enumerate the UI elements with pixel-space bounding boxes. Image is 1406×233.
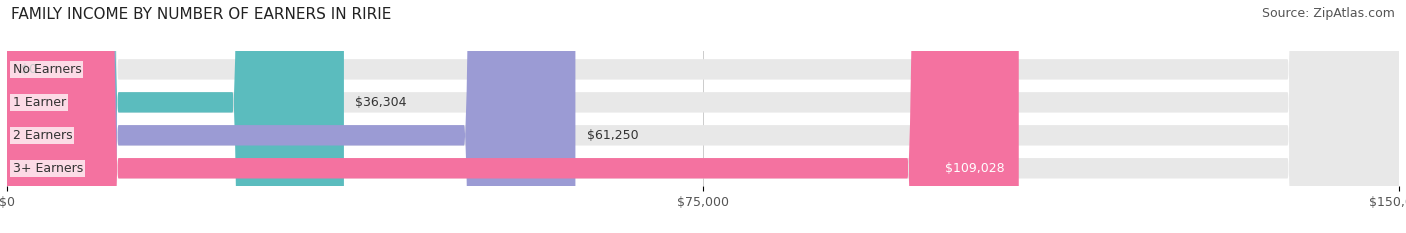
FancyBboxPatch shape	[7, 0, 1019, 233]
Text: 2 Earners: 2 Earners	[13, 129, 72, 142]
Text: Source: ZipAtlas.com: Source: ZipAtlas.com	[1261, 7, 1395, 20]
Text: $0: $0	[21, 63, 37, 76]
Text: $36,304: $36,304	[356, 96, 406, 109]
FancyBboxPatch shape	[7, 0, 1399, 233]
Text: $109,028: $109,028	[945, 162, 1005, 175]
Text: No Earners: No Earners	[13, 63, 82, 76]
Text: FAMILY INCOME BY NUMBER OF EARNERS IN RIRIE: FAMILY INCOME BY NUMBER OF EARNERS IN RI…	[11, 7, 392, 22]
Text: 1 Earner: 1 Earner	[13, 96, 66, 109]
FancyBboxPatch shape	[7, 0, 1399, 233]
FancyBboxPatch shape	[7, 0, 344, 233]
Text: 3+ Earners: 3+ Earners	[13, 162, 83, 175]
Text: $61,250: $61,250	[586, 129, 638, 142]
FancyBboxPatch shape	[7, 0, 575, 233]
FancyBboxPatch shape	[7, 0, 1399, 233]
FancyBboxPatch shape	[7, 0, 1399, 233]
